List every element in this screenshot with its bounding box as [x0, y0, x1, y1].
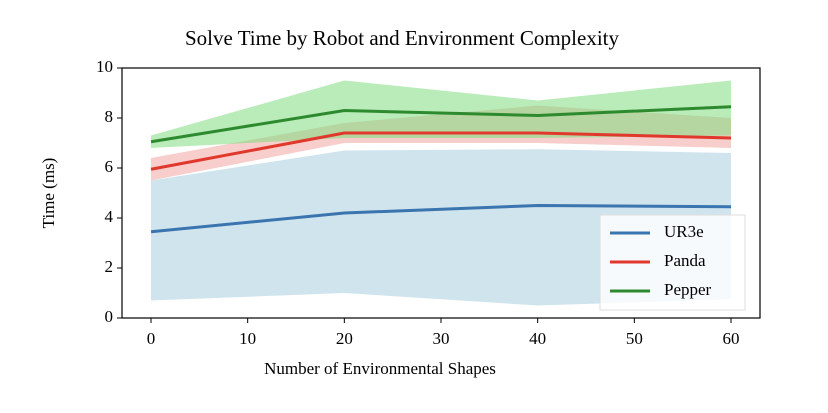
y-tick-label: 8	[105, 107, 114, 126]
series-line	[150, 105, 732, 144]
series-line	[150, 203, 732, 234]
x-tick-label: 0	[147, 329, 156, 348]
confidence-band	[151, 149, 731, 306]
legend: UR3e Panda Pepper	[599, 214, 746, 311]
y-tick-label: 6	[105, 157, 114, 176]
x-tick-label: 60	[723, 329, 740, 348]
x-axis-label: Number of Environmental Shapes	[264, 359, 496, 378]
x-tick-label: 40	[529, 329, 546, 348]
x-tick-label: 20	[336, 329, 353, 348]
plot-frame	[121, 67, 761, 319]
y-tick-label: 2	[105, 257, 114, 276]
y-axis-label: Time (ms)	[39, 158, 58, 229]
y-tick-label: 4	[105, 207, 114, 226]
chart-title: Solve Time by Robot and Environment Comp…	[185, 26, 620, 50]
legend-label: UR3e	[664, 222, 704, 241]
x-tick-label: 10	[239, 329, 256, 348]
y-tick-label: 0	[105, 307, 114, 326]
y-tick-label: 10	[96, 57, 113, 76]
series-line	[150, 131, 732, 171]
x-tick-label: 50	[626, 329, 643, 348]
legend-label: Pepper	[664, 280, 712, 299]
x-tick-label: 30	[433, 329, 450, 348]
legend-label: Panda	[664, 251, 706, 270]
